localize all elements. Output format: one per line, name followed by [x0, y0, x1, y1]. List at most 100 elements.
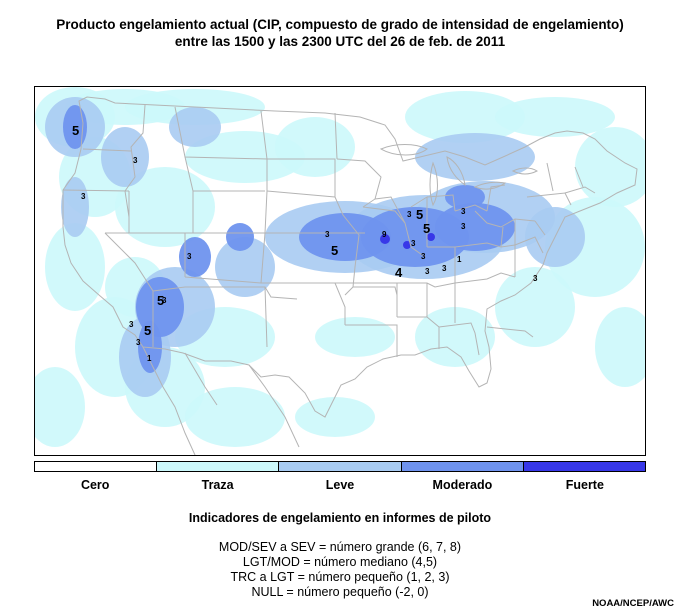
- state-line: [264, 286, 298, 300]
- pirep-marker: 3: [133, 156, 138, 165]
- great-lakes: [379, 144, 428, 156]
- state-line: [362, 206, 406, 224]
- icing-area: [445, 185, 485, 209]
- pirep-marker: 5: [144, 323, 151, 338]
- icing-area: [101, 127, 149, 187]
- pirep-marker: 1: [147, 354, 152, 363]
- icing-field: [35, 87, 645, 447]
- state-line: [184, 276, 262, 284]
- legend-line: MOD/SEV a SEV = número grande (6, 7, 8): [218, 540, 462, 554]
- pirep-marker: 5: [416, 207, 423, 222]
- icing-area: [179, 237, 211, 277]
- state-line: [345, 324, 398, 357]
- icing-area: [138, 321, 162, 373]
- state-line: [427, 246, 456, 283]
- state-line: [514, 236, 544, 254]
- pirep-marker: 3: [81, 192, 86, 201]
- state-line: [336, 158, 382, 208]
- pirep-marker: 5: [423, 221, 430, 236]
- colorbar-cero: [35, 462, 158, 471]
- icing-area: [435, 203, 515, 251]
- icing-area: [380, 234, 390, 244]
- state-boundaries: [62, 96, 638, 455]
- legend-line: LGT/MOD = número mediano (4,5): [242, 555, 438, 569]
- legend-line: TRC a LGT = número pequeño (1, 2, 3): [230, 570, 450, 584]
- icing-area: [61, 177, 89, 237]
- colorbar-traza: [157, 462, 280, 471]
- colorbar-label-leve: Leve: [325, 478, 355, 492]
- pirep-marker: 3: [461, 222, 466, 231]
- state-line: [267, 158, 336, 197]
- icing-area: [405, 91, 525, 143]
- state-line: [397, 282, 456, 288]
- pirep-marker: 3: [411, 239, 416, 248]
- state-line: [426, 194, 456, 212]
- pirep-marker: 3: [533, 274, 538, 283]
- icing-area: [495, 267, 575, 347]
- state-line: [397, 316, 440, 349]
- state-line: [574, 166, 584, 188]
- pirep-marker: 3: [187, 252, 192, 261]
- state-line: [454, 242, 516, 248]
- title-line-2: entre las 1500 y las 2300 UTC del 26 de …: [174, 34, 506, 49]
- pirep-marker: 3: [425, 267, 430, 276]
- state-line: [334, 112, 338, 160]
- icing-area: [185, 131, 305, 183]
- mexico-border: [142, 346, 196, 455]
- pirep-marker: 5: [72, 123, 79, 138]
- pirep-marker: 9: [382, 230, 387, 239]
- pirep-marker: 3: [442, 264, 447, 273]
- state-line: [124, 104, 146, 218]
- colorbar-label-cero: Cero: [80, 478, 110, 492]
- state-line: [184, 156, 194, 192]
- pirep-marker: 3: [421, 252, 426, 261]
- icing-area: [403, 241, 411, 249]
- map-title: Producto engelamiento actual (CIP, compu…: [0, 16, 680, 50]
- state-line: [335, 282, 398, 317]
- icing-area: [169, 107, 221, 147]
- state-line: [454, 272, 516, 284]
- icing-area: [575, 127, 645, 207]
- great-lakes: [511, 167, 538, 175]
- state-line: [174, 106, 268, 160]
- icing-area: [45, 223, 105, 311]
- state-line: [152, 286, 268, 348]
- state-line: [454, 204, 488, 212]
- icing-area: [415, 307, 495, 367]
- great-lakes: [473, 181, 507, 190]
- icing-area: [115, 167, 215, 247]
- icing-area: [315, 317, 395, 357]
- pirep-marker: 3: [461, 207, 466, 216]
- state-line: [500, 226, 504, 248]
- legend-line: NULL = número pequeño (-2, 0): [251, 585, 429, 599]
- icing-area: [295, 397, 375, 437]
- icing-area: [215, 237, 275, 297]
- state-line: [261, 282, 346, 325]
- pirep-marker: 5: [157, 293, 164, 308]
- colorbar-moderado: [401, 462, 524, 471]
- icing-area: [185, 387, 285, 447]
- state-line: [266, 190, 336, 198]
- icing-area: [427, 233, 435, 241]
- credit: NOAA/NCEP/AWC: [592, 598, 674, 609]
- pirep-marker: 3: [129, 320, 134, 329]
- state-line: [104, 232, 154, 292]
- pirep-marker: 3: [325, 230, 330, 239]
- state-line: [534, 220, 546, 236]
- great-lakes: [429, 161, 438, 207]
- state-line: [564, 186, 596, 194]
- pirep-marker: 3: [407, 210, 412, 219]
- icing-area: [595, 307, 645, 387]
- colorbar-labels: Cero Traza Leve Moderado Fuerte: [34, 478, 646, 494]
- great-lakes: [446, 156, 466, 187]
- colorbar-label-fuerte: Fuerte: [565, 478, 604, 492]
- state-line: [474, 210, 536, 228]
- state-line: [334, 196, 360, 296]
- icing-area: [415, 133, 535, 181]
- pirep-marker: 3: [162, 296, 167, 305]
- icing-area: [35, 367, 85, 447]
- state-line: [62, 189, 130, 192]
